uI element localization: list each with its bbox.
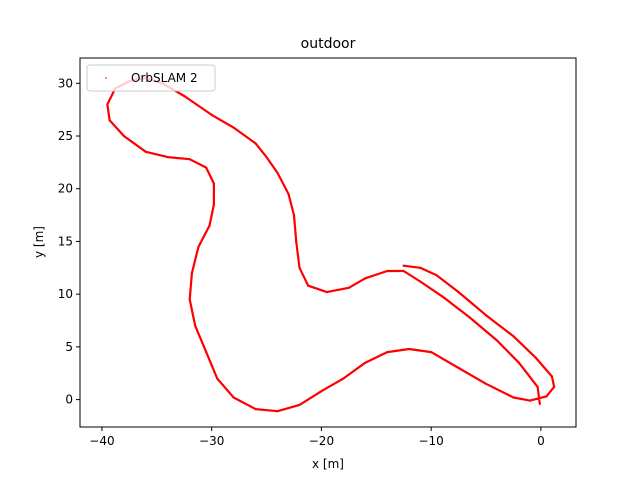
- data-point: [402, 269, 405, 273]
- data-point: [108, 119, 111, 122]
- data-point: [517, 361, 521, 364]
- y-axis: 0 5 10 15 20 25 30: [58, 76, 80, 407]
- data-point: [212, 182, 215, 185]
- data-point: [484, 382, 488, 385]
- y-tick-label: 0: [65, 393, 73, 407]
- data-point: [197, 245, 200, 248]
- data-point: [292, 214, 296, 217]
- data-point: [106, 103, 109, 106]
- data-point: [457, 366, 460, 370]
- chart-title: outdoor: [301, 36, 356, 52]
- data-point: [342, 377, 345, 380]
- data-point: [419, 266, 422, 269]
- data-point: [534, 356, 537, 359]
- data-point: [441, 295, 444, 298]
- data-point: [190, 272, 193, 275]
- x-axis: −40 −30 −20 −10 0: [89, 427, 545, 448]
- data-point: [512, 396, 515, 399]
- data-point: [347, 286, 350, 289]
- data-point: [553, 385, 556, 388]
- data-point: [232, 126, 235, 129]
- data-point: [419, 280, 422, 283]
- data-point: [550, 375, 554, 378]
- y-tick-label: 15: [58, 234, 73, 248]
- data-point: [512, 335, 515, 338]
- data-point: [536, 385, 539, 388]
- y-tick-label: 5: [65, 340, 73, 354]
- data-point: [545, 395, 548, 398]
- data-point: [208, 224, 211, 227]
- data-point: [166, 156, 169, 159]
- data-point: [276, 171, 279, 174]
- data-point: [194, 324, 197, 327]
- data-point: [188, 298, 191, 301]
- x-tick-label: −10: [418, 434, 443, 448]
- data-point: [457, 291, 460, 294]
- data-point: [364, 277, 367, 280]
- data-point: [528, 399, 532, 402]
- legend: OrbSLAM 2: [86, 64, 216, 92]
- data-point: [386, 269, 389, 273]
- data-point: [435, 274, 438, 277]
- plot-area: [79, 57, 577, 428]
- legend-label: OrbSLAM 2: [131, 71, 198, 85]
- data-point: [254, 408, 257, 411]
- legend-box: [86, 64, 216, 92]
- data-point: [276, 410, 279, 413]
- x-tick-label: −20: [309, 434, 334, 448]
- data-point: [254, 142, 257, 145]
- data-point: [307, 284, 310, 287]
- data-point: [320, 390, 323, 393]
- x-tick-label: −40: [89, 434, 114, 448]
- data-point: [386, 351, 389, 354]
- x-axis-label: x [m]: [312, 457, 344, 471]
- data-point: [212, 203, 215, 206]
- data-point: [210, 113, 213, 116]
- data-point: [538, 402, 541, 405]
- data-point: [295, 240, 298, 243]
- data-point: [232, 396, 235, 399]
- y-tick-label: 10: [58, 287, 73, 301]
- data-point: [205, 166, 208, 169]
- data-point: [188, 158, 191, 161]
- x-tick-label: −30: [199, 434, 224, 448]
- x-tick-label: 0: [537, 434, 545, 448]
- data-point: [430, 351, 433, 354]
- y-tick-label: 30: [58, 76, 73, 90]
- data-point: [122, 134, 125, 138]
- data-point: [287, 192, 290, 196]
- data-point: [325, 291, 328, 294]
- legend-marker: [105, 77, 107, 79]
- data-point: [468, 316, 471, 319]
- data-point: [402, 264, 405, 267]
- data-point: [265, 156, 268, 159]
- plot-frame: [79, 57, 577, 428]
- data-point: [183, 94, 186, 98]
- y-tick-label: 25: [58, 129, 73, 143]
- y-axis-label: y [m]: [32, 226, 46, 258]
- data-point: [144, 150, 147, 153]
- data-point: [205, 351, 208, 354]
- y-tick-label: 20: [58, 182, 73, 196]
- data-point: [484, 314, 488, 317]
- data-point: [408, 347, 411, 351]
- data-point: [216, 377, 219, 380]
- data-point: [298, 266, 301, 269]
- data-point: [298, 403, 301, 406]
- data-point: [364, 361, 367, 364]
- data-point: [495, 339, 499, 342]
